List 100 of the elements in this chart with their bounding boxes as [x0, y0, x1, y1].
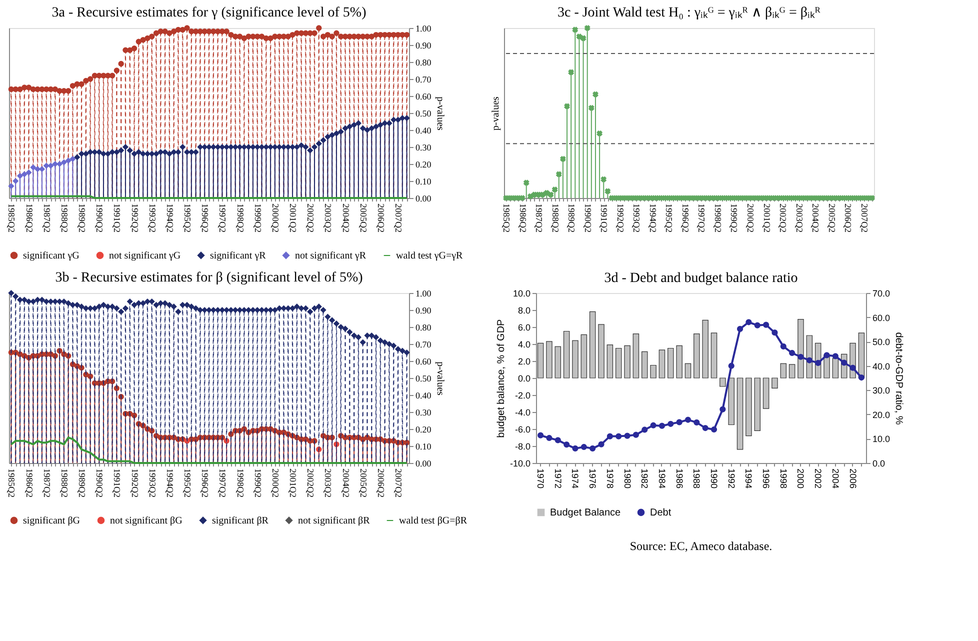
x-tick-label: 2000Q2: [745, 204, 756, 232]
x-tick-label: 1999Q2: [252, 468, 263, 498]
x-tick-label: 1988Q2: [59, 204, 70, 232]
y2-tick-label: 0.0: [872, 458, 886, 468]
legend-label: significant γG: [23, 250, 80, 262]
x-tick-label: 1989Q2: [566, 204, 577, 232]
y-axis-title: p-values: [490, 96, 502, 130]
legend-label: wald test βG=βR: [399, 516, 468, 526]
source-note: Source: EC, Ameco database.: [630, 539, 772, 553]
x-tick-label: 2001Q2: [288, 204, 298, 232]
y2-tick-label: 0.00: [416, 194, 432, 204]
y-tick-label: -10.0: [510, 458, 530, 468]
x-tick-label: 1991Q2: [599, 204, 610, 232]
x-tick-label: 1996Q2: [200, 204, 210, 232]
x-tick-label: 1993Q2: [147, 468, 158, 498]
y-tick-label: 10.0: [512, 288, 530, 298]
x-tick-label: 1986Q2: [518, 204, 528, 232]
chart-title: 3a - Recursive estimates for γ (significance level of 5%): [52, 6, 367, 21]
x-tick-label: 2007Q2: [394, 468, 404, 498]
y2-axis-title: debt-to-GDP ratio, %: [893, 332, 904, 425]
x-tick-label: 1991Q2: [112, 204, 122, 232]
y2-tick-label: 0.10: [416, 176, 432, 186]
x-tick-label: 2006: [848, 468, 858, 489]
x-tick-label: 2000: [796, 468, 806, 489]
x-tick-label: 2001Q2: [288, 468, 298, 498]
x-tick-label: 1997Q2: [218, 468, 228, 498]
x-tick-label: 1989Q2: [77, 204, 88, 232]
x-tick-label: 1987Q2: [42, 204, 52, 232]
x-tick-label: 1992: [726, 468, 736, 489]
x-tick-label: 1974: [570, 468, 580, 489]
x-tick-label: 1991Q2: [112, 468, 122, 498]
x-tick-label: 1985Q2: [6, 204, 17, 232]
x-tick-label: 1996Q2: [200, 468, 210, 498]
legend-label: significant γR: [210, 250, 266, 262]
y-tick-label: 0.0: [518, 374, 530, 384]
x-tick-label: 1988Q2: [550, 204, 560, 232]
x-tick-label: 1993Q2: [147, 204, 158, 232]
x-tick-label: 2003Q2: [794, 204, 804, 232]
x-tick-label: 1987Q2: [42, 468, 52, 498]
x-tick-label: 2004: [830, 468, 840, 489]
x-tick-label: 2001Q2: [762, 204, 772, 232]
x-tick-label: 1994Q2: [648, 204, 658, 232]
x-tick-label: 1986: [674, 468, 684, 489]
x-tick-label: 1996: [761, 468, 772, 489]
x-tick-label: 1993Q2: [632, 204, 642, 232]
x-tick-label: 1996Q2: [680, 204, 690, 232]
x-tick-label: 1992Q2: [615, 204, 626, 232]
legend-label: Budget Balance: [550, 507, 622, 518]
x-tick-label: 1988: [692, 468, 702, 489]
x-tick-label: 1994Q2: [164, 468, 175, 498]
y2-tick-label: 0.20: [416, 424, 432, 434]
x-tick-label: 2000Q2: [270, 468, 280, 498]
y2-tick-label: 40.0: [872, 361, 890, 372]
x-tick-label: 2002Q2: [306, 204, 316, 232]
x-tick-label: 1970: [536, 468, 546, 489]
y2-tick-label: 0.30: [416, 142, 432, 152]
x-tick-label: 1986Q2: [24, 204, 34, 232]
x-tick-label: 1988Q2: [59, 468, 70, 498]
y2-tick-label: 1.00: [416, 24, 432, 34]
x-tick-label: 1976: [588, 468, 598, 489]
y2-tick-label: 0.90: [416, 40, 432, 50]
x-tick-label: 1989Q2: [77, 468, 88, 498]
y2-tick-label: 0.90: [416, 306, 432, 316]
y2-tick-label: 60.0: [872, 312, 890, 323]
x-tick-label: 2006Q2: [376, 204, 386, 232]
x-tick-label: 1982: [640, 468, 650, 489]
chart-title: 3d - Debt and budget balance ratio: [604, 271, 798, 286]
x-tick-label: 2005Q2: [358, 468, 368, 498]
chart-title: 3c - Joint Wald test H₀ : γᵢₖᴳ = γᵢₖᴿ ∧ βᵢₖᴳ = βᵢₖᴿ: [557, 6, 821, 21]
y-tick-label: -2.0: [514, 390, 530, 400]
x-tick-label: 1990: [709, 468, 720, 489]
x-tick-label: 1978: [604, 468, 615, 489]
y2-tick-label: 0.60: [416, 356, 432, 366]
x-tick-label: 1998: [778, 468, 788, 489]
y2-tick-label: 0.70: [416, 340, 432, 350]
y-tick-label: 2.0: [518, 356, 530, 366]
x-tick-label: 1995Q2: [182, 204, 193, 232]
x-tick-label: 1998Q2: [712, 204, 723, 232]
x-tick-label: 1990Q2: [94, 468, 105, 498]
x-tick-label: 1984: [656, 468, 667, 489]
x-tick-label: 1992Q2: [130, 468, 140, 498]
legend-label: wald test γG=γR: [396, 250, 464, 262]
x-tick-label: 2002Q2: [306, 468, 316, 498]
legend-label: Debt: [650, 507, 672, 518]
x-tick-label: 1997Q2: [218, 204, 228, 232]
legend-label: not significant βG: [110, 515, 182, 526]
y2-tick-label: 0.30: [416, 408, 432, 418]
x-tick-label: 1994Q2: [164, 204, 175, 232]
x-tick-label: 2005Q2: [826, 204, 837, 232]
x-tick-label: 2006Q2: [376, 468, 386, 498]
y2-tick-label: 0.80: [416, 322, 432, 332]
x-tick-label: 2000Q2: [270, 204, 280, 232]
x-tick-label: 1999Q2: [252, 204, 263, 232]
y2-tick-label: 0.40: [416, 126, 432, 136]
y2-tick-label: 0.50: [416, 374, 432, 384]
y-axis-title: budget balance, % of GDP: [496, 318, 507, 438]
x-tick-label: 2004Q2: [340, 468, 351, 498]
y-tick-label: 4.0: [518, 340, 530, 350]
x-tick-label: 1999Q2: [729, 204, 740, 232]
x-tick-label: 2005Q2: [358, 204, 368, 232]
